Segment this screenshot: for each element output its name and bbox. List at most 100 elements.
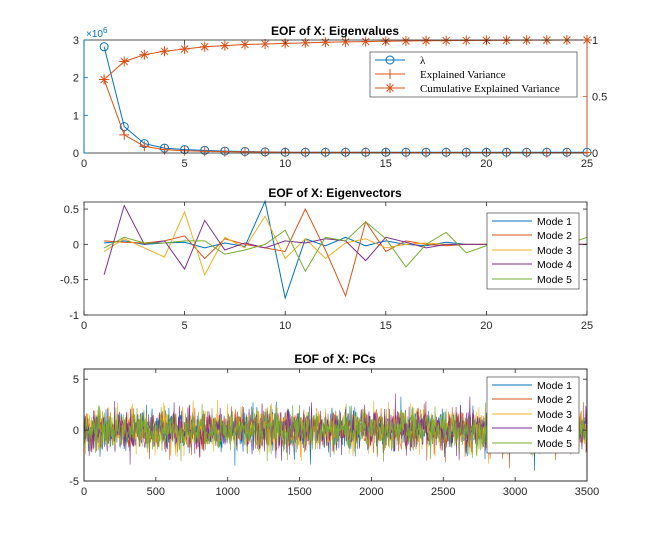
y-tick-label: 0 — [73, 425, 79, 437]
star-marker — [400, 36, 411, 47]
y-tick-label: 3 — [73, 35, 79, 47]
legend-mode-5: Mode 5 — [537, 438, 572, 450]
star-marker — [320, 37, 331, 48]
star-marker — [119, 56, 130, 67]
plus-marker — [340, 147, 351, 158]
star-marker — [360, 36, 371, 47]
star-marker — [199, 41, 210, 52]
x-tick-label: 15 — [380, 320, 392, 332]
x-tick-label: 500 — [147, 486, 165, 498]
x-tick-label: 5 — [182, 320, 188, 332]
plus-marker — [260, 147, 271, 158]
pcs-legend-box — [486, 376, 580, 454]
star-marker — [340, 36, 351, 47]
x-tick-label: 25 — [581, 320, 593, 332]
pcs-legend: Mode 1 Mode 2 Mode 3 Mode 4 Mode 5 — [486, 376, 580, 454]
y-tick-label: 2 — [73, 73, 79, 85]
eigenvectors-axes: 0 5 10 15 20 25 -1 -0.5 0 0.5 — [60, 201, 593, 332]
legend-mode-5: Mode 5 — [537, 274, 572, 286]
x-tick-label: 10 — [279, 158, 291, 170]
y-tick-label: 1 — [73, 110, 79, 122]
plus-marker — [119, 129, 130, 140]
axes-box-top — [83, 368, 588, 482]
right-y-tick-label: 0.5 — [592, 92, 607, 104]
x-tick-label: 15 — [380, 158, 392, 170]
x-tick-label: 3000 — [503, 486, 527, 498]
plus-marker — [320, 147, 331, 158]
star-marker — [260, 38, 271, 49]
legend-mode-4: Mode 4 — [537, 423, 572, 435]
plus-marker — [139, 141, 150, 152]
eigenvalues-panel: EOF of X: Eigenvalues 0 5 10 15 20 25012300.5… — [73, 24, 607, 170]
x-tick-label: 20 — [480, 158, 492, 170]
star-marker — [219, 40, 230, 51]
legend-mode-1: Mode 1 — [537, 216, 572, 228]
star-marker — [99, 74, 110, 85]
star-marker — [179, 44, 190, 55]
legend-lambda: λ — [420, 55, 426, 67]
eigenvectors-legend: Mode 1 Mode 2 Mode 3 Mode 4 Mode 5 — [486, 212, 580, 290]
right-y-tick-label: 1 — [592, 35, 598, 47]
legend-star-marker — [385, 83, 395, 93]
x-tick-label: 20 — [480, 320, 492, 332]
pcs-title: EOF of X: PCs — [294, 352, 376, 366]
axes-box — [83, 201, 588, 316]
y-tick-label: -0.5 — [60, 275, 79, 287]
y-tick-label: -5 — [69, 476, 79, 488]
plus-marker — [239, 146, 250, 157]
eigenvectors-panel: EOF of X: Eigenvectors 0 5 10 15 20 25-1-0.50… — [60, 186, 593, 332]
pcs-axes: 0 500 1000 1500 2000 2500 3000 3500-505 — [69, 368, 599, 498]
legend-cumulative-variance: Cumulative Explained Variance — [420, 83, 560, 95]
x-tick-label: 2500 — [431, 486, 455, 498]
legend-mode-1: Mode 1 — [537, 380, 572, 392]
plus-marker — [400, 147, 411, 158]
plus-marker — [421, 147, 432, 158]
star-marker — [159, 46, 170, 57]
x-tick-label: 5 — [182, 158, 188, 170]
legend-mode-3: Mode 3 — [537, 245, 572, 257]
pcs-panel: EOF of X: PCs 0 500 1000 1500 2000 2500 3000 35… — [69, 352, 599, 498]
legend-mode-3: Mode 3 — [537, 409, 572, 421]
x-tick-label: 0 — [81, 320, 87, 332]
exponent-label: ×106 — [86, 26, 108, 40]
legend-circle-marker — [385, 55, 395, 65]
x-tick-label: 10 — [279, 320, 291, 332]
star-marker — [441, 35, 452, 46]
circle-marker — [99, 42, 109, 52]
x-tick-label: 2000 — [359, 486, 383, 498]
plus-marker — [441, 147, 452, 158]
plus-marker — [461, 147, 472, 158]
x-tick-label: 3500 — [575, 486, 599, 498]
star-marker — [139, 49, 150, 60]
legend-mode-4: Mode 4 — [537, 259, 572, 271]
eigenvectors-title: EOF of X: Eigenvectors — [268, 186, 402, 200]
y-tick-label: 5 — [73, 374, 79, 386]
right-y-tick-label: 0 — [592, 148, 598, 160]
x-tick-label: 0 — [81, 158, 87, 170]
star-marker — [239, 39, 250, 50]
legend-explained-variance: Explained Variance — [420, 69, 506, 81]
plus-marker — [199, 146, 210, 157]
y-tick-label: 0.5 — [64, 204, 79, 216]
star-marker — [300, 37, 311, 48]
eigenvalues-title: EOF of X: Eigenvalues — [271, 24, 399, 38]
y-tick-label: 0 — [73, 239, 79, 251]
plus-marker — [219, 146, 230, 157]
eigenvalues-legend: λ Explained Variance Cumulative Explaine… — [369, 51, 578, 98]
x-tick-label: 1000 — [215, 486, 239, 498]
y-tick-label: 0 — [73, 148, 79, 160]
legend-mode-2: Mode 2 — [537, 394, 572, 406]
y-tick-label: -1 — [69, 310, 79, 322]
plus-marker — [360, 147, 371, 158]
plus-marker — [300, 147, 311, 158]
x-tick-label: 25 — [581, 158, 593, 170]
legend-mode-2: Mode 2 — [537, 230, 572, 242]
star-marker — [421, 35, 432, 46]
star-marker — [461, 35, 472, 46]
eigenvectors-legend-box — [486, 212, 580, 290]
legend-plus-marker — [385, 69, 395, 79]
x-tick-label: 0 — [81, 486, 87, 498]
x-tick-label: 1500 — [287, 486, 311, 498]
